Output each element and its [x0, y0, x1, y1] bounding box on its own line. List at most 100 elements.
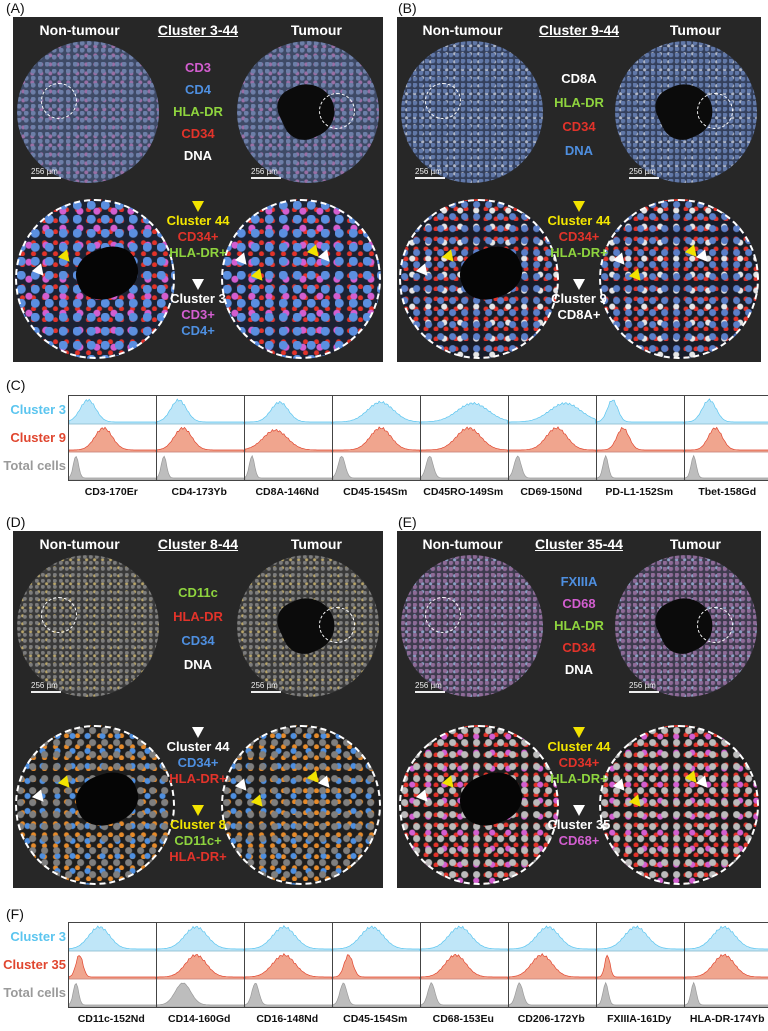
yellow-arrow-icon	[192, 201, 204, 212]
channel-label: PD-L1-152Sm	[605, 486, 674, 498]
panel-label-f: (F)	[6, 906, 24, 922]
yellow-arrow-icon	[192, 805, 204, 816]
micrograph-non-tumour	[17, 41, 159, 183]
histogram-box	[420, 922, 509, 1008]
histogram-curve	[685, 398, 768, 425]
histogram-curve	[157, 426, 244, 453]
histogram-box	[684, 395, 768, 481]
histogram-curve	[597, 925, 684, 952]
zoom-tumour	[221, 199, 381, 359]
cluster-label: Cluster 35	[547, 817, 611, 832]
image-panel-d: Non-tumour Cluster 8-44 Tumour 256 µm 256 µm…	[13, 531, 383, 888]
histogram-box	[684, 922, 768, 1008]
header-tumour: Tumour	[669, 22, 721, 38]
histogram-svg	[333, 925, 420, 1007]
histogram-curve	[509, 982, 596, 1007]
histogram-curve	[245, 982, 332, 1007]
marker-label: HLA-DR	[554, 618, 604, 633]
micrograph-tumour	[615, 555, 757, 697]
zoom-non-tumour	[399, 725, 559, 885]
histogram-box	[244, 395, 333, 481]
histogram-curve	[333, 455, 420, 480]
marker-label: DNA	[564, 143, 594, 158]
histogram-curve	[685, 426, 768, 453]
histogram-curve	[421, 982, 508, 1007]
roi-circle-non-tumour	[425, 83, 461, 119]
histogram-curve	[333, 426, 420, 453]
histogram-svg	[245, 925, 332, 1007]
scale-bar: 256 µm	[31, 681, 61, 693]
cluster-label: HLA-DR+	[550, 245, 608, 260]
marker-legend: CD11c HLA-DR CD34 DNA	[146, 581, 250, 677]
yellow-arrow-icon	[573, 201, 585, 212]
cluster-label: CD11c+	[174, 833, 222, 848]
panel-label-a: (A)	[6, 0, 25, 16]
marker-legend: CD3 CD4 HLA-DR CD34 DNA	[146, 57, 250, 167]
histogram-curve	[421, 455, 508, 480]
cluster-label: CD34+	[177, 229, 219, 244]
cluster-label: HLA-DR+	[169, 771, 227, 786]
channel-label: CD45-154Sm	[343, 1013, 408, 1025]
image-panel-e: Non-tumour Cluster 35-44 Tumour 256 µm 256 µ…	[397, 531, 761, 888]
zoom-non-tumour	[15, 725, 175, 885]
channel-label: HLA-DR-174Yb	[689, 1013, 765, 1025]
row-label: Cluster 3	[10, 929, 66, 944]
histogram-curve	[69, 925, 156, 952]
histogram-box	[508, 395, 597, 481]
histogram-box	[156, 922, 245, 1008]
channel-label: CD45-154Sm	[343, 486, 408, 498]
roi-circle-tumour	[697, 607, 733, 643]
marker-label: HLA-DR	[173, 104, 223, 119]
scale-bar: 256 µm	[415, 167, 445, 179]
channel-label: CD45RO-149Sm	[423, 486, 504, 498]
header-non-tumour: Non-tumour	[39, 22, 120, 38]
histogram-curve	[421, 953, 508, 980]
histogram-curve	[509, 455, 596, 480]
white-arrow-icon	[573, 279, 585, 290]
cluster-label: CD4+	[181, 323, 215, 338]
histogram-svg	[157, 925, 244, 1007]
marker-label: FXIIIA	[560, 574, 598, 589]
white-arrow-icon	[192, 279, 204, 290]
histogram-curve	[245, 454, 332, 480]
cluster-label-group: Cluster 44 CD34+ HLA-DR+	[124, 213, 272, 261]
header-cluster: Cluster 8-44	[157, 536, 239, 552]
histogram-curve	[333, 925, 420, 952]
header-non-tumour: Non-tumour	[422, 536, 503, 552]
histogram-svg	[69, 925, 156, 1007]
row-label: Total cells	[3, 458, 66, 473]
histogram-curve	[69, 398, 156, 425]
histogram-curve	[421, 925, 508, 952]
histogram-curve	[685, 981, 768, 1007]
histogram-curve	[157, 954, 244, 980]
micrograph-tumour	[237, 555, 379, 697]
histogram-box	[596, 395, 685, 481]
marker-label: HLA-DR	[173, 609, 223, 624]
cluster-label: HLA-DR+	[169, 245, 227, 260]
histogram-curve	[509, 925, 596, 952]
cluster-label: Cluster 44	[166, 213, 230, 228]
cluster-label: HLA-DR+	[550, 771, 608, 786]
roi-circle-non-tumour	[41, 597, 77, 633]
roi-circle-tumour	[319, 93, 355, 129]
histogram-curve	[597, 454, 684, 480]
channel-label: CD69-150Nd	[520, 486, 583, 498]
cluster-label: Cluster 44	[547, 739, 611, 754]
marker-label: CD4	[184, 82, 211, 97]
channel-label: FXIIIA-161Dy	[607, 1013, 672, 1025]
histogram-curve	[597, 954, 684, 980]
image-panel-a: Non-tumour Cluster 3-44 Tumour 256 µm 256 µm…	[13, 17, 383, 362]
marker-label: DNA	[183, 148, 213, 163]
histogram-curve	[509, 953, 596, 980]
cluster-label-group: Cluster 8 CD11c+ HLA-DR+	[124, 817, 272, 865]
cluster-label: Cluster 8	[170, 817, 226, 832]
histogram-svg	[245, 401, 332, 480]
row-label: Total cells	[3, 985, 66, 1000]
marker-label: CD3	[184, 60, 211, 75]
histogram-curve	[157, 398, 244, 425]
cluster-label-group: Cluster 44 CD34+ HLA-DR+	[124, 739, 272, 787]
row-label: Cluster 35	[3, 957, 66, 972]
channel-label: CD3-170Er	[84, 486, 138, 498]
panel-label-b: (B)	[398, 0, 417, 16]
channel-label: CD206-172Yb	[517, 1013, 585, 1025]
